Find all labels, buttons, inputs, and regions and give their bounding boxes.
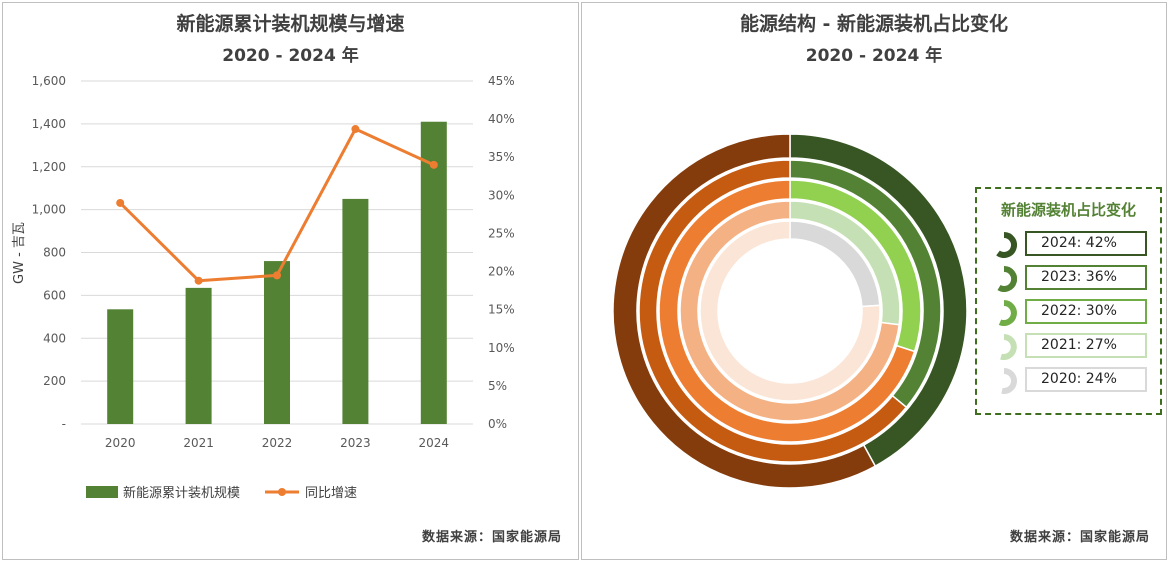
- y2-tick-label: 10%: [488, 341, 515, 355]
- ring-other-energy-2024: [612, 133, 877, 489]
- left-chart-subtitle: 2020 - 2024 年: [222, 46, 359, 66]
- bar: [342, 198, 369, 424]
- arc-icon: [1000, 334, 1017, 360]
- arc-icon: [996, 232, 1017, 258]
- bar: [185, 287, 212, 424]
- line-point: [351, 125, 360, 134]
- ring-other-energy-2021: [679, 200, 900, 422]
- y-tick-label: 800: [43, 246, 66, 260]
- line-point: [194, 276, 203, 285]
- y-tick-label: 400: [43, 331, 66, 345]
- line-point: [429, 160, 438, 169]
- legend-item-2022: 2022: 30%: [987, 299, 1157, 326]
- bar: [420, 121, 447, 424]
- legend-label: 2020: 24%: [1025, 367, 1147, 392]
- right-source-note: 数据来源：国家能源局: [1009, 530, 1150, 545]
- legend-item-2024: 2024: 42%: [987, 231, 1157, 258]
- growth-line: [119, 127, 435, 283]
- legend-item-2020: 2020: 24%: [987, 367, 1157, 394]
- line-point: [273, 271, 281, 280]
- y2-tick-label: 40%: [488, 112, 515, 126]
- y-tick-label: 1,000: [32, 203, 66, 217]
- line-point: [116, 198, 125, 207]
- y2-tick-label: 25%: [488, 226, 515, 240]
- y-tick-label: 1,600: [32, 74, 66, 88]
- right-chart-subtitle: 2020 - 2024 年: [805, 46, 943, 66]
- y2-tick-label: 35%: [488, 150, 515, 164]
- x-tick-label: 2020: [105, 436, 136, 450]
- y-tick-label: -: [62, 417, 66, 431]
- x-tick-label: 2021: [183, 436, 214, 450]
- x-tick-label: 2023: [340, 436, 371, 450]
- bar: [264, 261, 290, 424]
- y2-tick-label: 15%: [488, 303, 515, 317]
- donut-chart-panel: 能源结构 - 新能源装机占比变化 2020 - 2024 年 新能源装机占比变化…: [581, 2, 1167, 560]
- share-legend: 新能源装机占比变化 2024: 42% 2023: 36% 2022: 30% …: [975, 187, 1162, 415]
- arc-icon: [1001, 368, 1017, 394]
- bar-line-chart-panel: 新能源累计装机规模与增速 2020 - 2024 年 - 200 400 600 800…: [2, 2, 579, 560]
- ring-other-energy-2023: [638, 159, 908, 463]
- legend-label: 2021: 27%: [1025, 333, 1147, 358]
- legend-label: 2023: 36%: [1025, 265, 1147, 290]
- y2-tick-label: 5%: [488, 379, 507, 393]
- ring-other-energy-2020: [699, 220, 881, 402]
- x-tick-label: 2024: [419, 436, 450, 450]
- legend-item-2023: 2023: 36%: [987, 265, 1157, 292]
- y2-tick-label: 0%: [488, 417, 507, 431]
- y2-tick-label: 20%: [488, 265, 515, 279]
- bar: [107, 309, 134, 424]
- legend-title: 新能源装机占比变化: [1000, 201, 1136, 219]
- left-source-note: 数据来源：国家能源局: [421, 530, 562, 545]
- bar-line-chart: - 200 400 600 800 1,000 1,200 1,400 1,600 0% 5% 10%…: [12, 74, 515, 501]
- arc-icon: [998, 300, 1017, 326]
- y2-tick-label: 30%: [488, 188, 515, 202]
- left-chart-title: 新能源累计装机规模与增速: [176, 13, 405, 35]
- y-tick-label: 600: [43, 288, 66, 302]
- legend-item-2021: 2021: 27%: [987, 333, 1157, 360]
- right-chart-title: 能源结构 - 新能源装机占比变化: [739, 13, 1009, 35]
- y-tick-label: 200: [43, 374, 66, 388]
- legend-label: 2024: 42%: [1025, 231, 1147, 256]
- nested-donut-chart: [612, 133, 968, 489]
- y2-tick-label: 45%: [488, 74, 515, 88]
- arc-icon: [997, 266, 1017, 292]
- legend-bar-label: 新能源累计装机规模: [123, 485, 240, 501]
- legend-bar-swatch: [86, 486, 118, 498]
- legend-label: 2022: 30%: [1025, 299, 1147, 324]
- legend-line-label: 同比增速: [305, 486, 357, 501]
- y-axis-label: GW - 吉瓦: [12, 222, 27, 284]
- x-tick-label: 2022: [262, 436, 293, 450]
- y-tick-label: 1,400: [32, 117, 66, 131]
- ring-other-energy-2022: [658, 179, 916, 443]
- legend-line-marker: [278, 488, 286, 496]
- y-tick-label: 1,200: [32, 160, 66, 174]
